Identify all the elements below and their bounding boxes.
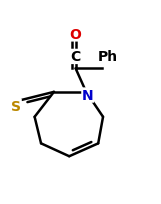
Text: C: C [71, 50, 81, 64]
Text: N: N [82, 89, 94, 103]
Text: S: S [11, 100, 21, 114]
Text: Ph: Ph [98, 50, 118, 64]
Text: C: C [71, 50, 81, 64]
Text: N: N [82, 89, 94, 103]
Text: S: S [11, 100, 21, 114]
Text: O: O [70, 28, 82, 42]
Text: O: O [70, 28, 82, 42]
Text: Ph: Ph [98, 50, 118, 64]
